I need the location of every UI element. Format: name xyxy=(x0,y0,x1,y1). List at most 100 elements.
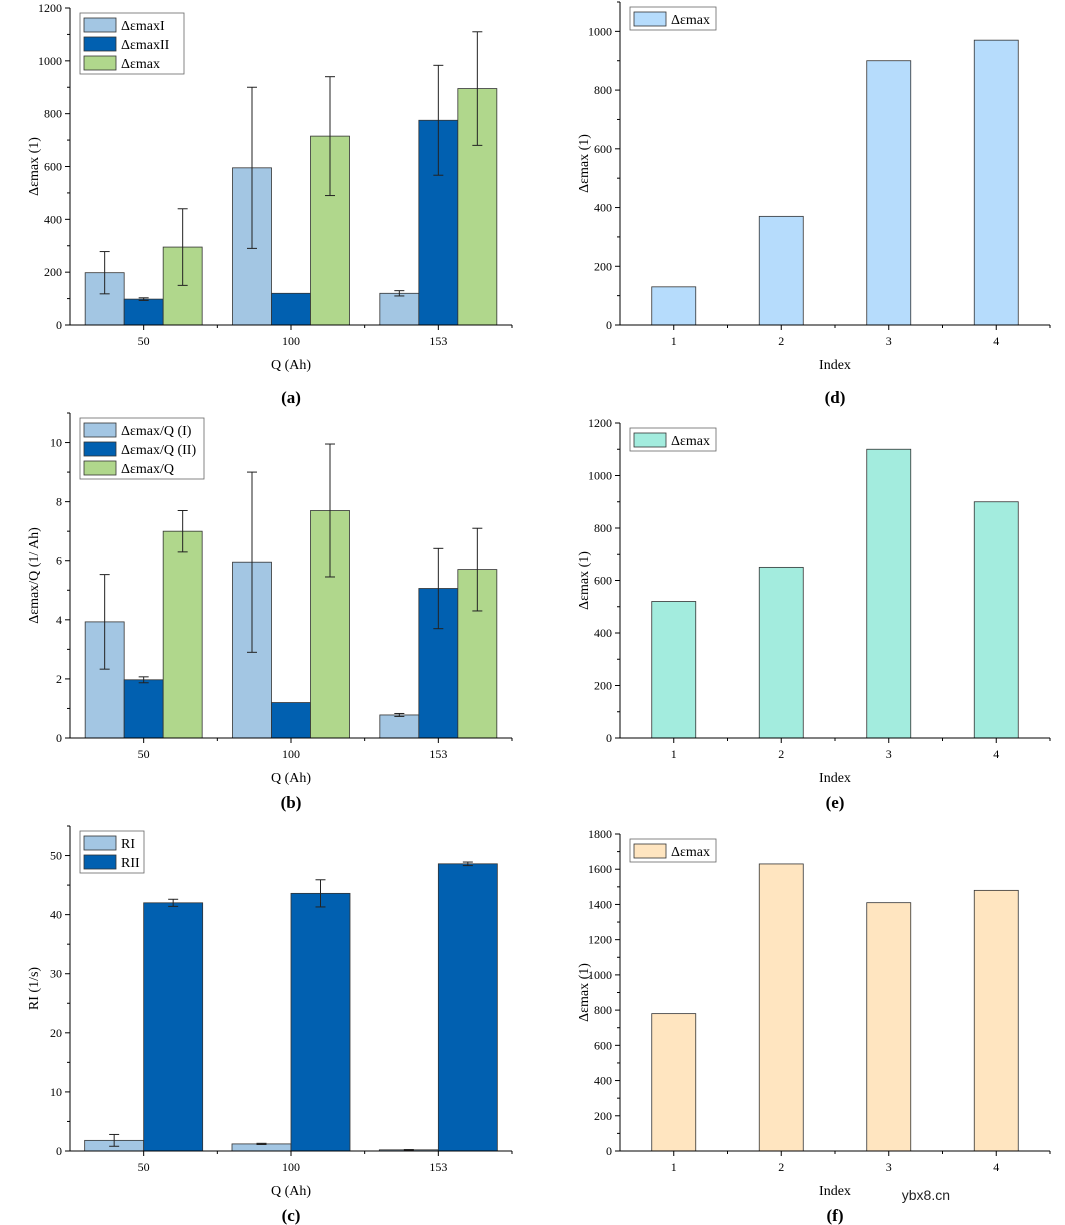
y-tick-label-e-6: 1200 xyxy=(588,416,612,430)
x-tick-label-a-2: 153 xyxy=(429,334,447,348)
x-tick-label-d-2: 3 xyxy=(886,334,892,348)
bar-c-s1-c1 xyxy=(290,892,351,1152)
y-tick-label-e-3: 600 xyxy=(594,574,612,588)
y-tick-label-b-5: 10 xyxy=(50,436,62,450)
y-tick-label-c-5: 50 xyxy=(50,849,62,863)
bar-b-s2-c0 xyxy=(162,530,203,739)
legend-swatch-c-1 xyxy=(83,854,117,870)
x-axis-title-b: Q (Ah) xyxy=(271,771,311,786)
legend-label-b-0: Δεmax/Q (I) xyxy=(121,424,192,439)
bar-f-s0-c1 xyxy=(758,863,804,1152)
legend-label-c-1: RII xyxy=(121,856,140,871)
panel-label-a: (a) xyxy=(281,388,301,407)
panel-label-d: (d) xyxy=(825,388,846,407)
x-tick-label-a-0: 50 xyxy=(138,334,150,348)
bar-e-s0-c1 xyxy=(758,566,804,739)
bar-b-s1-c1 xyxy=(271,702,311,739)
x-tick-label-c-0: 50 xyxy=(138,1160,150,1174)
y-tick-label-b-3: 6 xyxy=(56,554,62,568)
y-axis-title-a: Δεmax (1) xyxy=(27,137,42,196)
watermark: ybx8.cn xyxy=(901,1187,950,1203)
legend-label-a-0: ΔεmaxI xyxy=(121,19,165,34)
bar-a-s1-c0 xyxy=(123,298,164,326)
y-tick-label-a-3: 600 xyxy=(44,160,62,174)
y-tick-label-b-2: 4 xyxy=(56,613,62,627)
x-tick-label-c-1: 100 xyxy=(282,1160,300,1174)
legend-swatch-e-0 xyxy=(633,432,667,448)
y-tick-label-d-0: 0 xyxy=(606,318,612,332)
y-tick-label-e-0: 0 xyxy=(606,731,612,745)
x-axis-title-c: Q (Ah) xyxy=(271,1184,311,1199)
x-tick-label-c-2: 153 xyxy=(429,1160,447,1174)
bar-c-s1-c0 xyxy=(143,902,204,1152)
y-tick-label-f-6: 1200 xyxy=(588,933,612,947)
legend-label-b-2: Δεmax/Q xyxy=(121,462,174,477)
bar-e-s0-c0 xyxy=(651,601,697,739)
x-axis-title-f: Index xyxy=(819,1184,851,1199)
legend-label-e-0: Δεmax xyxy=(671,434,710,449)
x-axis-title-e: Index xyxy=(819,771,851,786)
legend-label-f-0: Δεmax xyxy=(671,845,710,860)
chart-panel-b: 0 2 4 6 8 10 50 100 153 Q (Ah) Δεmax/Q (1/ Ah) Δεma… xyxy=(27,412,513,812)
x-tick-label-a-1: 100 xyxy=(282,334,300,348)
panel-label-c: (c) xyxy=(282,1206,301,1225)
y-tick-label-b-1: 2 xyxy=(56,672,62,686)
y-tick-label-f-1: 200 xyxy=(594,1109,612,1123)
y-tick-label-c-1: 10 xyxy=(50,1085,62,1099)
legend-swatch-a-1 xyxy=(83,36,117,52)
bar-f-s0-c3 xyxy=(973,889,1019,1152)
panel-label-e: (e) xyxy=(826,793,845,812)
chart-panel-e: 0 200 400 600 800 1000 1200 1 2 3 4 Index Δεmax (1) Δ… xyxy=(577,416,1051,812)
x-axis-title-d: Index xyxy=(819,358,851,373)
y-axis-title-e: Δεmax (1) xyxy=(577,551,592,610)
chart-panel-d: 0 200 400 600 800 1000 1 2 3 4 Index Δεmax (1) Δεmax… xyxy=(577,1,1051,407)
y-tick-label-f-3: 600 xyxy=(594,1038,612,1052)
x-tick-label-b-1: 100 xyxy=(282,747,300,761)
legend-swatch-c-0 xyxy=(83,835,117,851)
legend-swatch-b-1 xyxy=(83,441,117,457)
x-tick-label-d-3: 4 xyxy=(993,334,999,348)
y-tick-label-d-5: 1000 xyxy=(588,24,612,38)
y-tick-label-b-4: 8 xyxy=(56,495,62,509)
chart-panel-f: 0 200 400 600 800 1000 1200 1400 1600 1800 1 2 3 4 Ind… xyxy=(577,827,1051,1225)
bar-b-s1-c0 xyxy=(123,679,164,739)
legend-label-d-0: Δεmax xyxy=(671,13,710,28)
y-tick-label-f-8: 1600 xyxy=(588,862,612,876)
y-tick-label-b-0: 0 xyxy=(56,731,62,745)
y-tick-label-e-2: 400 xyxy=(594,626,612,640)
legend-label-a-1: ΔεmaxII xyxy=(121,38,170,53)
x-tick-label-d-1: 2 xyxy=(778,334,784,348)
bar-a-s1-c1 xyxy=(271,292,311,326)
y-tick-label-d-2: 400 xyxy=(594,201,612,215)
legend-swatch-b-0 xyxy=(83,422,117,438)
y-tick-label-d-3: 600 xyxy=(594,142,612,156)
x-tick-label-b-0: 50 xyxy=(138,747,150,761)
bar-a-s0-c2 xyxy=(379,292,420,326)
y-tick-label-c-0: 0 xyxy=(56,1144,62,1158)
legend-label-c-0: RI xyxy=(121,837,135,852)
y-axis-title-b: Δεmax/Q (1/ Ah) xyxy=(27,527,42,624)
x-tick-label-e-2: 3 xyxy=(886,747,892,761)
y-tick-label-c-2: 20 xyxy=(50,1026,62,1040)
y-axis-title-c: RI (1/s) xyxy=(27,967,42,1011)
y-tick-label-f-4: 800 xyxy=(594,1003,612,1017)
y-axis-title-d: Δεmax (1) xyxy=(577,134,592,193)
x-tick-label-f-1: 2 xyxy=(778,1160,784,1174)
x-tick-label-e-1: 2 xyxy=(778,747,784,761)
y-tick-label-f-7: 1400 xyxy=(588,897,612,911)
y-tick-label-c-3: 30 xyxy=(50,967,62,981)
bar-d-s0-c1 xyxy=(758,215,804,326)
panel-label-b: (b) xyxy=(281,793,302,812)
legend-label-b-1: Δεmax/Q (II) xyxy=(121,443,196,458)
y-tick-label-f-5: 1000 xyxy=(588,968,612,982)
y-tick-label-a-2: 400 xyxy=(44,212,62,226)
x-tick-label-f-2: 3 xyxy=(886,1160,892,1174)
chart-panel-c: 0 10 20 30 40 50 50 100 153 Q (Ah) RI (1/s) RI RII (c… xyxy=(27,825,513,1225)
y-tick-label-f-9: 1800 xyxy=(588,827,612,841)
legend-swatch-b-2 xyxy=(83,460,117,476)
y-tick-label-a-5: 1000 xyxy=(38,54,62,68)
y-tick-label-f-2: 400 xyxy=(594,1074,612,1088)
legend-label-a-2: Δεmax xyxy=(121,57,160,72)
y-tick-label-d-1: 200 xyxy=(594,259,612,273)
